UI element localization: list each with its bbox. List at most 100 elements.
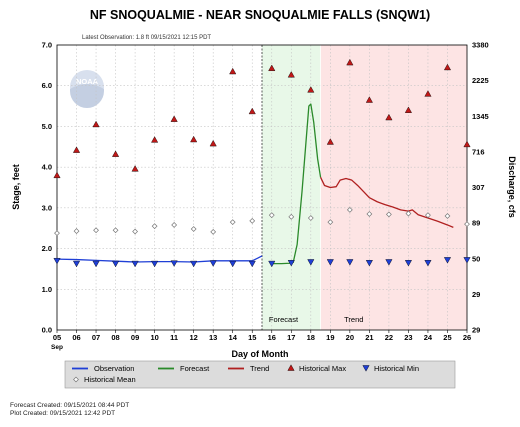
historical-min-point bbox=[365, 260, 373, 267]
historical-max-point bbox=[190, 135, 198, 143]
x-tick-label: 08 bbox=[111, 333, 119, 342]
historical-min-point bbox=[190, 260, 198, 268]
plot-frame bbox=[56, 44, 468, 331]
y2-tick-label: 2225 bbox=[472, 76, 489, 85]
y-tick-label: 5.0 bbox=[42, 122, 52, 131]
x-tick-label: 20 bbox=[346, 333, 354, 342]
legend-label: Historical Min bbox=[374, 364, 419, 373]
historical-min-point bbox=[326, 259, 334, 266]
historical-mean-point bbox=[190, 226, 197, 232]
historical-min-point bbox=[404, 260, 412, 267]
historical-mean-point bbox=[444, 213, 451, 219]
x-month-label: Sep bbox=[51, 344, 63, 351]
y-tick-label: 6.0 bbox=[42, 81, 52, 90]
y2-axis-label: Discharge, cfs bbox=[507, 156, 517, 218]
historical-max-point bbox=[92, 120, 100, 128]
x-tick-label: 06 bbox=[72, 333, 80, 342]
trend-region-label: Trend bbox=[344, 315, 363, 324]
legend-diamond-icon bbox=[73, 376, 79, 383]
x-tick-label: 10 bbox=[150, 333, 158, 342]
historical-min-point bbox=[307, 259, 315, 266]
historical-min-point bbox=[209, 260, 217, 267]
historical-min-point bbox=[287, 260, 295, 267]
noaa-logo-wave bbox=[70, 84, 104, 108]
historical-mean-point bbox=[464, 221, 470, 228]
historical-min-point bbox=[170, 260, 178, 267]
legend-label: Trend bbox=[250, 364, 269, 373]
historical-mean-point bbox=[288, 213, 295, 220]
historical-mean-point bbox=[307, 215, 314, 221]
historical-max-point bbox=[209, 139, 217, 147]
x-tick-label: 19 bbox=[326, 333, 334, 342]
trend-region bbox=[320, 45, 467, 330]
historical-mean-point bbox=[171, 222, 178, 228]
x-tick-label: 22 bbox=[385, 333, 393, 342]
chart-subtitle: Latest Observation: 1.8 ft 09/15/2021 12… bbox=[82, 35, 211, 41]
historical-min-point bbox=[463, 257, 471, 264]
y2-tick-label: 29 bbox=[472, 326, 480, 335]
historical-min-point bbox=[268, 260, 276, 268]
historical-max-point bbox=[112, 150, 120, 157]
x-tick-label: 18 bbox=[307, 333, 315, 342]
historical-mean-point bbox=[132, 228, 138, 235]
historical-min-point bbox=[112, 260, 120, 268]
y-tick-label: 7.0 bbox=[42, 41, 52, 50]
historical-min-point bbox=[229, 260, 237, 268]
historical-max-point bbox=[463, 140, 471, 148]
historical-max-point bbox=[287, 71, 295, 78]
legend: Observation Forecast Trend Historical Max Hi… bbox=[64, 360, 456, 389]
legend-tri-down-icon bbox=[362, 365, 370, 372]
historical-max-point bbox=[365, 96, 373, 103]
legend-box bbox=[64, 360, 456, 389]
historical-min-point bbox=[53, 258, 61, 265]
historical-min-point bbox=[424, 260, 432, 267]
legend-label: Observation bbox=[94, 364, 134, 373]
historical-mean-point bbox=[346, 206, 353, 213]
historical-mean-point bbox=[112, 227, 119, 234]
historical-mean-point bbox=[210, 228, 217, 235]
historical-max-point bbox=[229, 67, 237, 75]
historical-min-point bbox=[248, 260, 256, 268]
forecast-created: Forecast Created: 09/15/2021 08:44 PDT bbox=[10, 402, 130, 409]
legend-label: Forecast bbox=[180, 364, 210, 373]
x-tick-label: 16 bbox=[268, 333, 276, 342]
y2-tick-label: 50 bbox=[472, 254, 480, 263]
legend-label: Historical Max bbox=[299, 364, 346, 373]
x-tick-label: 24 bbox=[424, 333, 433, 342]
plot-created: Plot Created: 09/15/2021 12:42 PDT bbox=[10, 410, 116, 417]
x-tick-label: 15 bbox=[248, 333, 256, 342]
y-axis-label: Stage, feet bbox=[11, 164, 21, 210]
historical-mean-point bbox=[386, 211, 392, 218]
y2-tick-label: 716 bbox=[472, 147, 485, 156]
historical-max-point bbox=[268, 64, 276, 71]
historical-min-point bbox=[151, 260, 159, 268]
historical-min-point bbox=[443, 257, 452, 264]
historical-mean-point bbox=[73, 228, 80, 234]
forecast-region-label: Forecast bbox=[269, 315, 299, 324]
x-tick-label: 07 bbox=[92, 333, 100, 342]
historical-mean-point bbox=[54, 230, 60, 236]
historical-mean-point bbox=[268, 212, 275, 219]
y2-tick-label: 3380 bbox=[472, 41, 489, 50]
x-tick-label: 17 bbox=[287, 333, 295, 342]
x-tick-label: 26 bbox=[463, 333, 471, 342]
historical-max-point bbox=[424, 90, 432, 97]
historical-mean-point bbox=[249, 217, 256, 224]
y2-tick-label: 29 bbox=[472, 290, 480, 299]
x-tick-label: 12 bbox=[189, 333, 197, 342]
historical-max-point bbox=[151, 136, 159, 143]
historical-min-point bbox=[131, 260, 139, 268]
historical-max-point bbox=[404, 106, 412, 113]
y-tick-label: 1.0 bbox=[42, 285, 52, 294]
y-tick-label: 2.0 bbox=[42, 244, 52, 253]
historical-mean-point bbox=[425, 212, 431, 219]
x-tick-label: 14 bbox=[229, 333, 238, 342]
y2-tick-label: 1345 bbox=[472, 112, 489, 121]
historical-max-point bbox=[131, 165, 139, 172]
y-tick-label: 4.0 bbox=[42, 163, 52, 172]
historical-max-point bbox=[326, 138, 334, 145]
x-tick-label: 25 bbox=[443, 333, 451, 342]
historical-min-point bbox=[72, 260, 81, 268]
plot-area: NOAA Forecast Trend 05 06 07 08 09 10 11 12 13 14 15 1… bbox=[42, 41, 489, 352]
